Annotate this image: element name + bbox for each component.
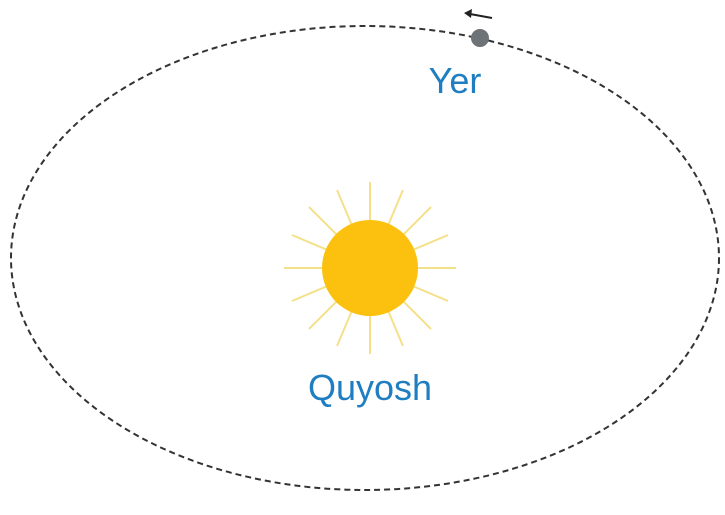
direction-arrow [470, 14, 492, 18]
arrow-head [464, 9, 472, 18]
sun-label: Quyosh [308, 367, 432, 408]
orbit-diagram: Yer Quyosh [0, 0, 725, 515]
earth [471, 29, 489, 47]
earth-label: Yer [429, 60, 482, 101]
sun [322, 220, 418, 316]
